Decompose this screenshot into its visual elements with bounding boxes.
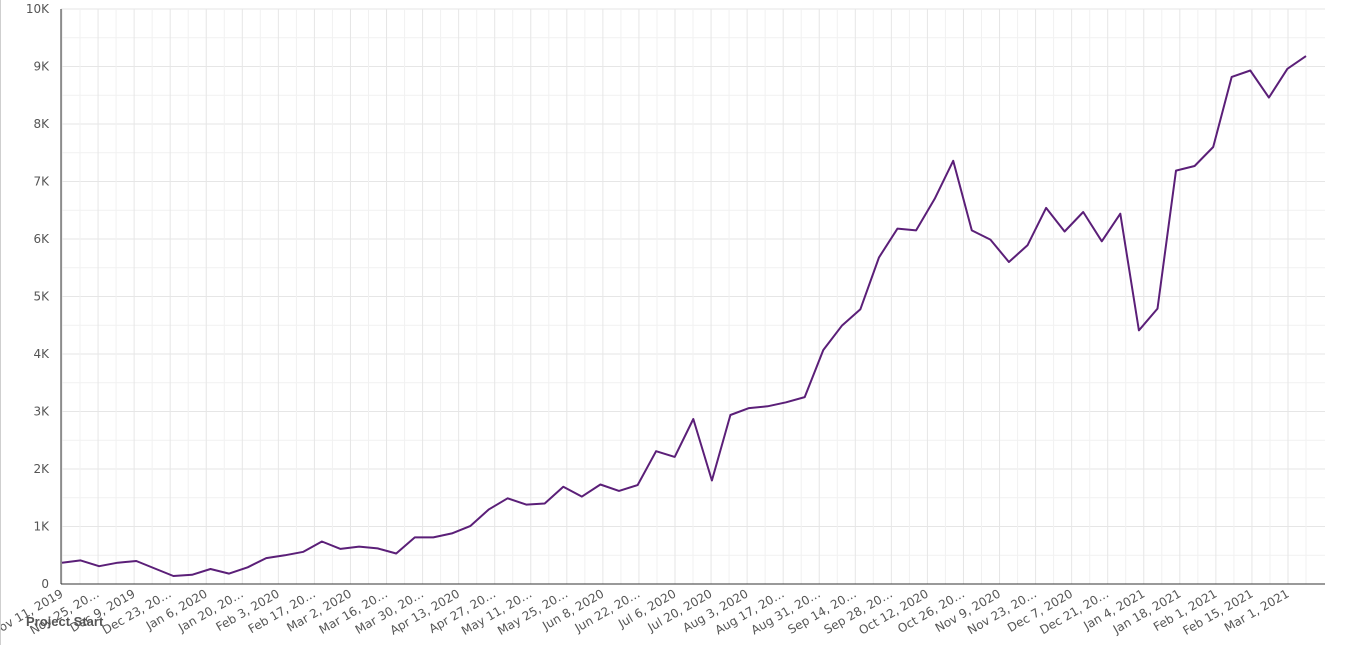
data-point [1008,261,1010,263]
data-point [376,547,378,549]
data-point [729,414,731,416]
data-point [209,568,211,570]
data-point [1175,169,1177,171]
data-point [339,548,341,550]
data-point [971,229,973,231]
data-point [1286,68,1288,70]
data-point [915,229,917,231]
data-point [822,349,824,351]
data-point [989,238,991,240]
data-point [748,407,750,409]
data-point [154,567,156,569]
y-tick-label: 9K [33,60,50,74]
data-point [395,552,397,554]
data-point [618,490,620,492]
y-tick-label: 3K [33,405,50,419]
data-point [117,562,119,564]
series-layer [61,55,1307,577]
data-point [191,574,193,576]
y-tick-label: 5K [33,290,50,304]
y-tick-label: 4K [33,347,50,361]
y-tick-label: 8K [33,117,50,131]
data-point [358,545,360,547]
data-point [1212,146,1214,148]
data-point [98,565,100,567]
data-point [246,566,248,568]
data-point [488,508,490,510]
data-point [581,495,583,497]
data-point [1231,76,1233,78]
data-point [1119,213,1121,215]
data-point [878,256,880,258]
data-point [599,483,601,485]
data-point [952,160,954,162]
data-point [692,418,694,420]
data-point [562,486,564,488]
x-axis-title: Project Start [26,614,104,629]
data-point [933,198,935,200]
data-point [1138,329,1140,331]
data-point [1156,307,1158,309]
data-point [1082,211,1084,213]
data-point [135,560,137,562]
data-point [1268,96,1270,98]
data-point [228,572,230,574]
data-point [655,450,657,452]
data-point [525,503,527,505]
y-tick-label: 1K [33,520,50,534]
y-tick-label: 10K [26,2,50,16]
y-tick-label: 0 [41,577,49,591]
data-point [785,401,787,403]
data-point [766,405,768,407]
data-point [451,532,453,534]
y-tick-label: 7K [33,175,50,189]
data-point [1249,69,1251,71]
panel-left-border [0,0,1,645]
data-point [1305,55,1307,57]
grid-lines [61,8,1325,584]
data-point [896,227,898,229]
data-point [469,525,471,527]
data-point [284,554,286,556]
data-point [1193,165,1195,167]
y-tick-label: 2K [33,462,50,476]
y-tick-label: 6K [33,232,50,246]
data-point [636,484,638,486]
data-point [61,562,63,564]
data-point [841,325,843,327]
data-point [414,536,416,538]
y-axis: 0 1K 2K 3K 4K 5K 6K 7K 8K 9K 10K [26,2,62,591]
data-point [321,540,323,542]
data-point [1045,207,1047,209]
data-point [1063,230,1065,232]
data-point [265,557,267,559]
data-point [803,396,805,398]
data-point [544,502,546,504]
data-point [1026,244,1028,246]
data-point [172,575,174,577]
data-point [432,536,434,538]
data-point [711,479,713,481]
data-point [674,456,676,458]
data-point [302,551,304,553]
data-point [506,497,508,499]
data-point [859,308,861,310]
series-line [61,55,1307,577]
data-point [79,559,81,561]
data-point [1101,240,1103,242]
